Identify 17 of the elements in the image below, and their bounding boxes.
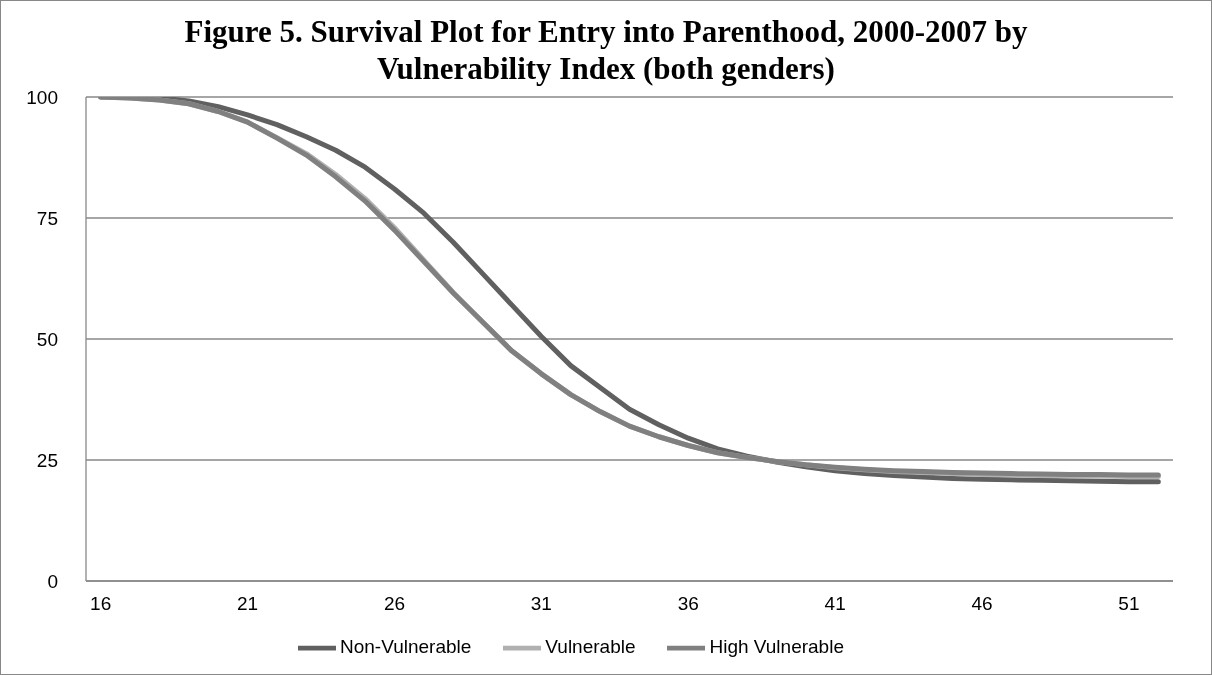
x-tick-label: 16	[90, 593, 112, 615]
y-tick-label: 25	[36, 449, 58, 471]
legend-label: High Vulnerable	[709, 636, 844, 658]
x-tick-label: 46	[971, 593, 993, 615]
legend-label: Vulnerable	[545, 636, 636, 658]
x-tick-label: 31	[530, 593, 552, 615]
x-tick-label: 36	[677, 593, 699, 615]
y-tick-label: 50	[36, 328, 58, 350]
x-tick-label: 21	[237, 593, 259, 615]
legend-label: Non-Vulnerable	[340, 636, 472, 658]
y-tick-label: 75	[36, 207, 58, 229]
x-tick-label: 41	[824, 593, 846, 615]
x-tick-label: 51	[1118, 593, 1140, 615]
x-tick-label: 26	[383, 593, 406, 615]
chart-title: Figure 5. Survival Plot for Entry into Parenthood, 2000-2007 by Vulnerability Index (both genders)	[183, 13, 1029, 87]
y-tick-label: 0	[47, 570, 58, 592]
y-tick-label: 100	[26, 86, 58, 108]
